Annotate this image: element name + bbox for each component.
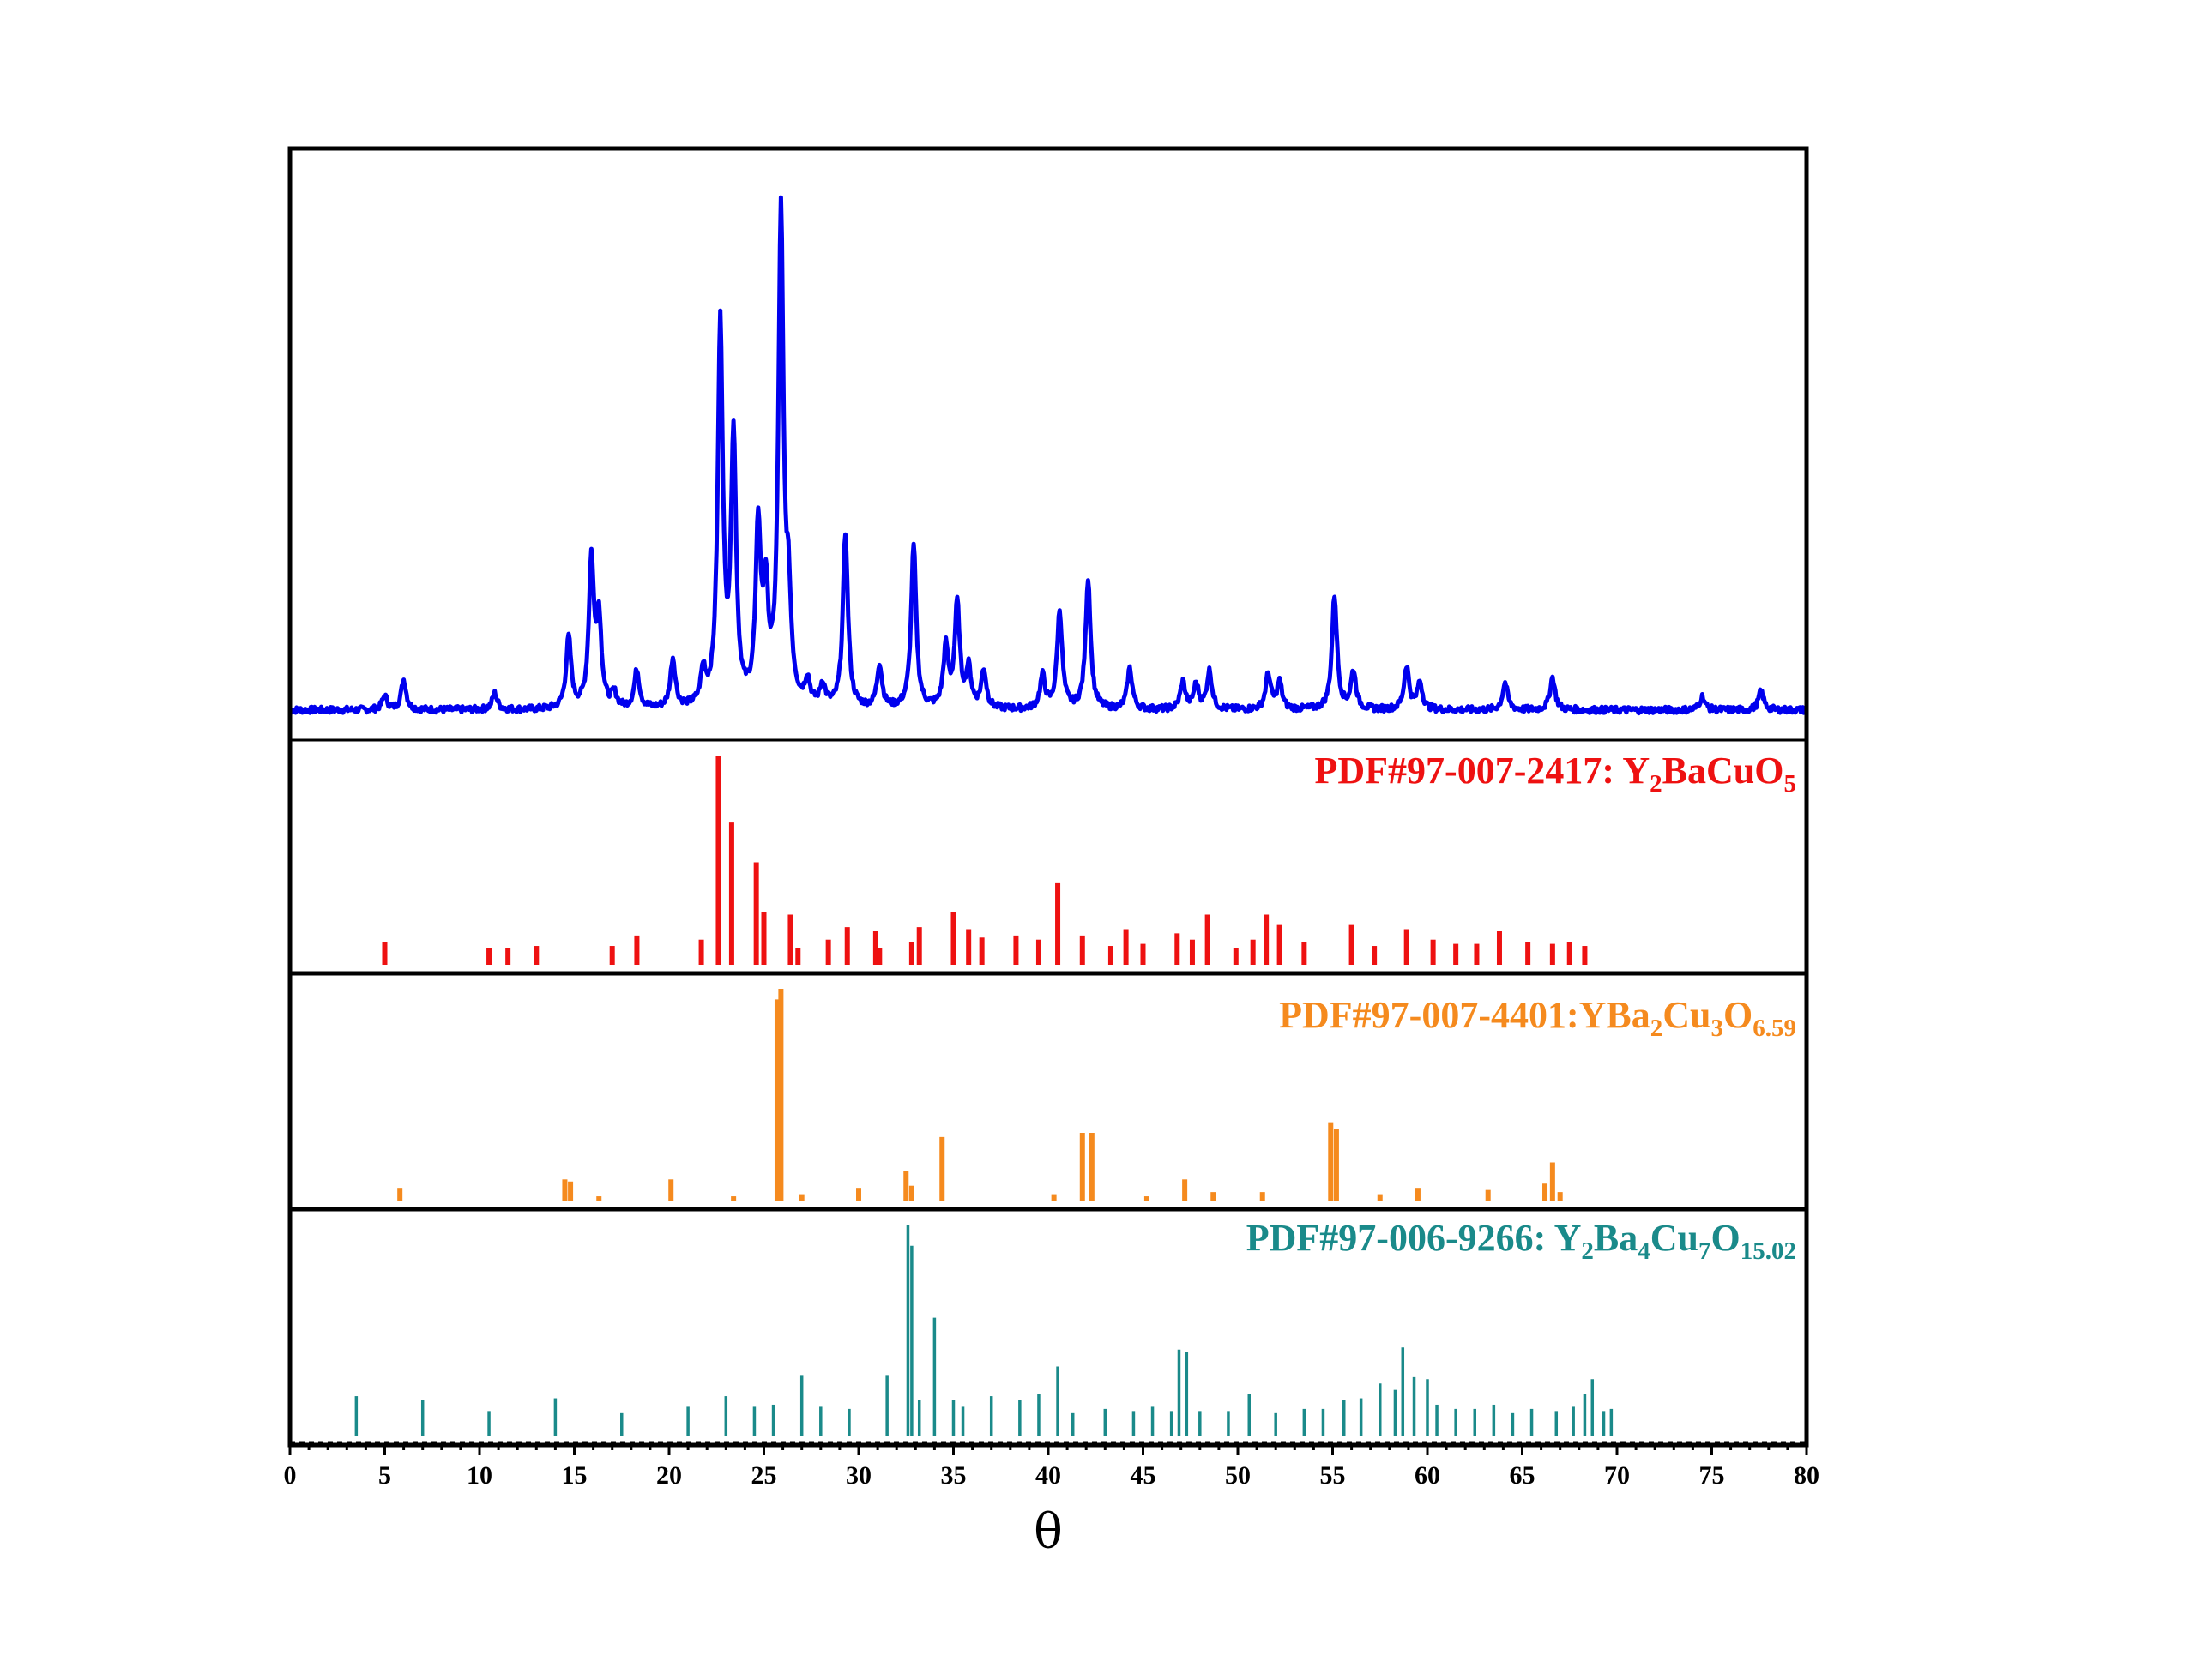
panel-0 (288, 195, 1809, 716)
x-tick-label: 65 (1510, 1461, 1535, 1490)
x-axis: 0 5 10 15 20 25 30 35 40 45 50 55 60 65 70 75 80 (284, 146, 1819, 1490)
phase-label: PDF#97-006-9266: Y2Ba4Cu7O15.02 (1246, 1217, 1796, 1265)
x-tick-label: 10 (467, 1461, 492, 1490)
x-tick-label: 15 (562, 1461, 588, 1490)
x-tick-label: 70 (1604, 1461, 1630, 1490)
x-tick-label: 75 (1699, 1461, 1725, 1490)
x-tick-label: 20 (656, 1461, 682, 1490)
x-tick-label: 60 (1415, 1461, 1440, 1490)
panel-1: PDF#97-007-2417: Y2BaCuO5 (382, 750, 1796, 965)
x-tick-label: 40 (1035, 1461, 1061, 1490)
x-tick-label: 80 (1794, 1461, 1819, 1490)
x-tick-label: 30 (846, 1461, 872, 1490)
x-tick-label: 25 (751, 1461, 777, 1490)
x-tick-label: 50 (1225, 1461, 1251, 1490)
x-tick-label: 45 (1131, 1461, 1156, 1490)
phase-label: PDF#97-007-2417: Y2BaCuO5 (1315, 750, 1796, 798)
x-axis-title: θ (1034, 1504, 1063, 1560)
panel-3: PDF#97-006-9266: Y2Ba4Cu7O15.02 (354, 1217, 1796, 1436)
xrd-pattern-line (288, 195, 1809, 716)
x-tick-label: 5 (378, 1461, 391, 1490)
x-tick-label: 35 (941, 1461, 967, 1490)
phase-label: PDF#97-007-4401:YBa2Cu3O6.59 (1279, 994, 1796, 1042)
panel-2: PDF#97-007-4401:YBa2Cu3O6.59 (397, 989, 1796, 1201)
x-tick-label: 0 (284, 1461, 297, 1490)
x-tick-label: 55 (1320, 1461, 1346, 1490)
plot-panels: PDF#97-007-2417: Y2BaCuO5 PDF#97-007-4401… (288, 195, 1809, 1436)
